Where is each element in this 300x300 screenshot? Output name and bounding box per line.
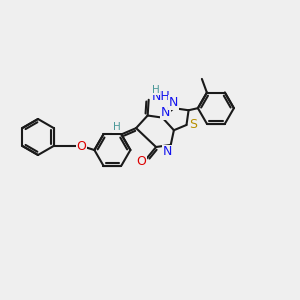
Text: N: N xyxy=(169,96,178,109)
Text: N: N xyxy=(163,146,172,158)
Text: NH: NH xyxy=(151,90,170,103)
Text: O: O xyxy=(137,155,146,168)
Text: O: O xyxy=(76,140,86,152)
Text: H: H xyxy=(112,122,120,132)
Text: N: N xyxy=(161,106,170,119)
Text: H: H xyxy=(152,85,160,95)
Text: S: S xyxy=(190,118,197,131)
